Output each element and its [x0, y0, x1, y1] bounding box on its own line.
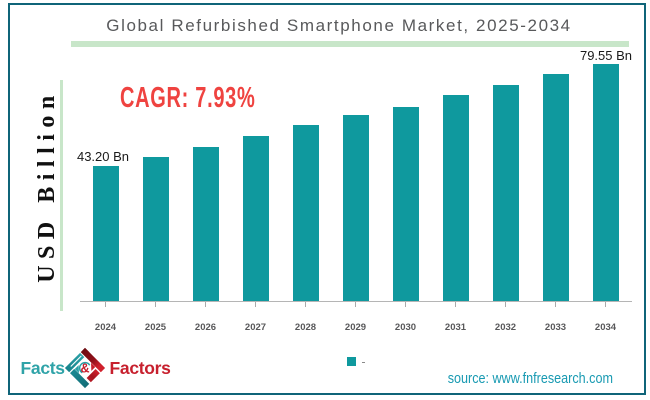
svg-text:&: & — [80, 362, 89, 376]
